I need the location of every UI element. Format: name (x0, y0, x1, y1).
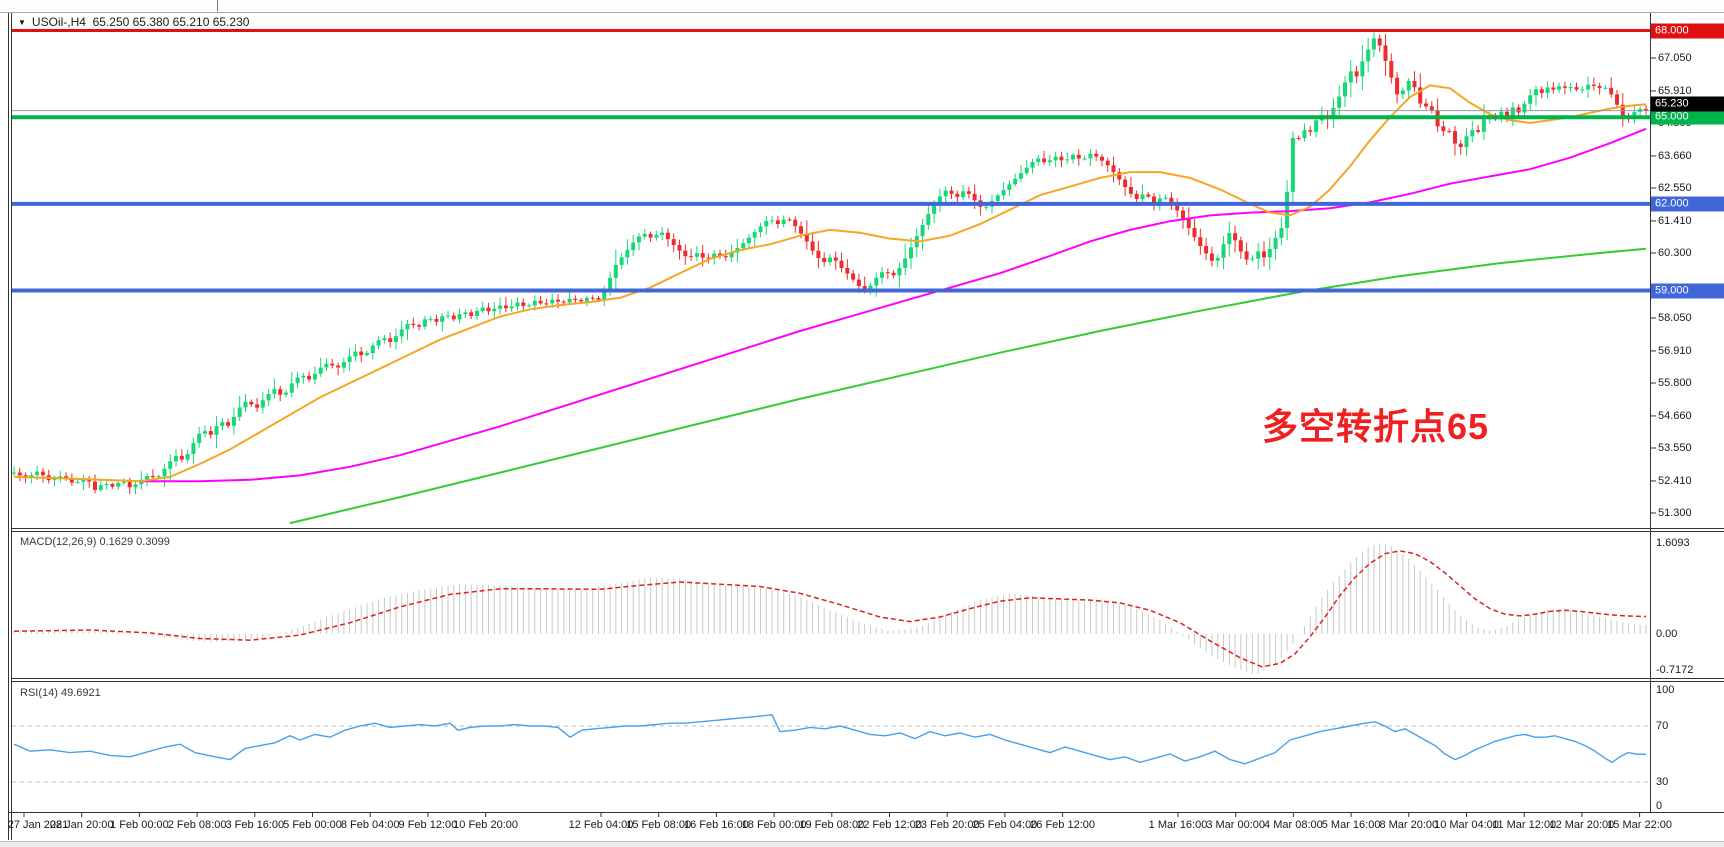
time-axis-label: 22 Feb 12:00 (857, 819, 922, 831)
price-axis-label: 61.410 (1658, 214, 1692, 227)
rsi-axis-label: 70 (1656, 720, 1669, 732)
ma-fast-orange-line (13, 84, 1647, 483)
time-axis-label: 3 Mar 00:00 (1206, 819, 1266, 831)
symbol-dropdown-icon[interactable]: ▼ (18, 17, 26, 27)
price-axis-label: 56.910 (1658, 344, 1692, 357)
time-axis-label: 10 Mar 04:00 (1434, 819, 1499, 831)
rsi-title: RSI(14) (20, 687, 58, 699)
macd-signal-line (13, 550, 1647, 668)
rsi-axis-label: 100 (1656, 684, 1675, 696)
time-axis-label: 5 Feb 00:00 (283, 819, 342, 831)
rsi-line (13, 714, 1647, 765)
rsi-axis-label: 30 (1656, 776, 1669, 788)
price-axis-label: 63.660 (1658, 149, 1692, 162)
time-axis-label: 27 Jan 2021 (7, 819, 69, 831)
time-axis-label: 18 Feb 00:00 (741, 819, 807, 831)
macd-axis-label: 1.6093 (1656, 537, 1690, 549)
ma-mid-magenta-line (140, 127, 1647, 483)
rsi-axis-label: 0 (1656, 800, 1663, 812)
rsi-indicator-label: RSI(14) 49.6921 (20, 687, 101, 699)
time-axis-label: 10 Feb 20:00 (453, 819, 519, 831)
rsi-panel[interactable] (12, 714, 1650, 783)
candlestick-series (12, 29, 1648, 495)
macd-axis-label: -0.7172 (1656, 664, 1694, 676)
time-axis-label: 19 Feb 08:00 (799, 819, 865, 831)
price-axis-label: 62.550 (1658, 182, 1692, 194)
window-bottom-strip (0, 841, 1724, 847)
price-axis-label: 55.800 (1658, 377, 1692, 389)
ma-slow-green-line (289, 247, 1647, 525)
bid-price-badge: 65.230 (1651, 96, 1724, 112)
rsi-value: 49.6921 (57, 687, 101, 699)
price-axis-label: 52.410 (1658, 474, 1692, 487)
time-axis-label: 26 Feb 12:00 (1030, 819, 1096, 831)
time-axis-label: 3 Feb 16:00 (225, 819, 285, 831)
macd-title: MACD(12,26,9) (20, 536, 97, 548)
time-axis-label: 11 Mar 12:00 (1492, 819, 1557, 831)
level-price-badge: 68.000 (1651, 23, 1724, 39)
macd-histogram (13, 543, 1647, 674)
price-axis-label: 60.300 (1658, 247, 1692, 259)
time-axis-label: 8 Feb 04:00 (340, 819, 400, 831)
price-axis-label: 54.660 (1658, 409, 1692, 422)
time-axis-label: 12 Feb 04:00 (568, 819, 634, 831)
level-price-badge: 62.000 (1651, 196, 1724, 212)
time-axis-label: 5 Mar 16:00 (1321, 819, 1381, 831)
time-axis-label: 16 Feb 16:00 (683, 819, 749, 831)
time-axis-label: 12 Mar 20:00 (1549, 819, 1615, 831)
macd-indicator-label: MACD(12,26,9) 0.1629 0.3099 (20, 536, 170, 548)
time-axis-label: 4 Mar 08:00 (1264, 819, 1323, 831)
price-axis-label: 65.910 (1658, 84, 1692, 97)
time-axis-label: 8 Mar 20:00 (1379, 819, 1439, 831)
time-axis-label: 1 Feb 00:00 (110, 819, 169, 831)
symbol-ohlc-text: USOil-,H4 65.250 65.380 65.210 65.230 (31, 15, 250, 29)
macd-axis-label: 0.00 (1656, 628, 1678, 640)
time-axis-label: 1 Mar 16:00 (1148, 819, 1208, 831)
level-price-badge: 65.000 (1651, 109, 1724, 125)
price-axis-label: 53.550 (1658, 442, 1692, 454)
price-axis-label: 67.050 (1658, 52, 1692, 64)
window-top-strip (0, 0, 1724, 13)
time-axis-label: 15 Feb 08:00 (626, 819, 692, 831)
level-price-badge: 59.000 (1651, 283, 1724, 299)
window-top-divider (217, 0, 218, 11)
main-price-panel[interactable] (12, 29, 1650, 525)
macd-values: 0.1629 0.3099 (96, 536, 170, 548)
price-axis-label: 51.300 (1658, 507, 1692, 519)
price-axis-label: 58.050 (1658, 312, 1692, 324)
time-axis-label: 2 Feb 08:00 (167, 819, 227, 831)
time-axis-label: 23 Feb 20:00 (914, 819, 980, 831)
time-axis-label: 9 Feb 12:00 (398, 819, 458, 831)
time-axis-label: 28 Jan 20:00 (49, 819, 114, 831)
macd-panel[interactable] (13, 543, 1647, 674)
time-axis-label: 25 Feb 04:00 (972, 819, 1038, 831)
chart-annotation-text: 多空转折点65 (1262, 406, 1490, 447)
time-axis-label: 15 Mar 22:00 (1607, 819, 1672, 831)
chart-header: ▼ USOil-,H4 65.250 65.380 65.210 65.230 (18, 15, 249, 29)
